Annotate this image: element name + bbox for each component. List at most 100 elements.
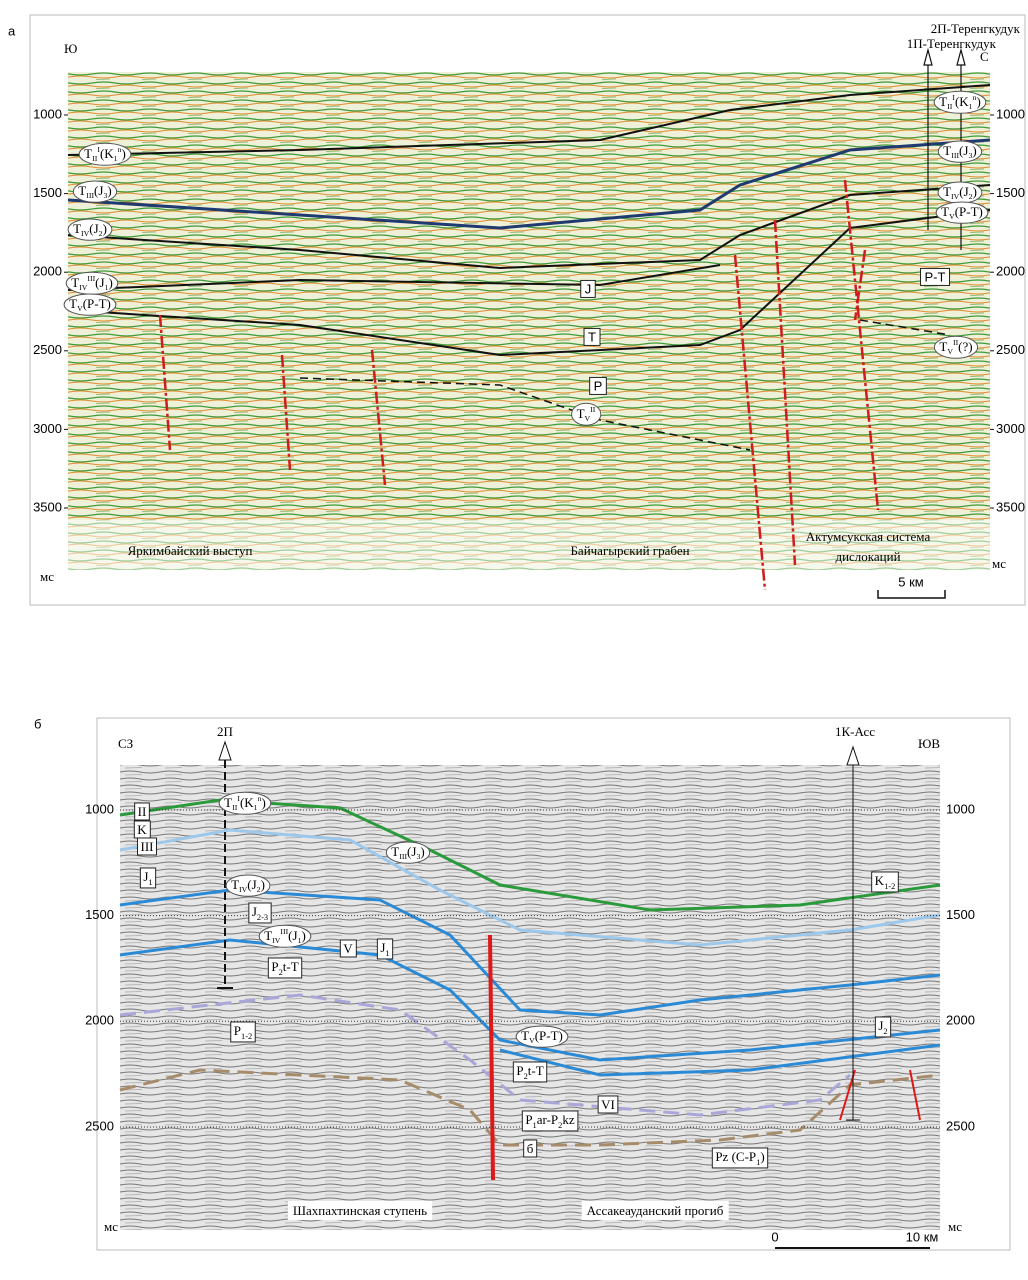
scale-label: 0 xyxy=(771,1229,778,1244)
label-text: V xyxy=(343,941,353,956)
label-part: 1-2 xyxy=(884,881,895,891)
label-part: III xyxy=(141,839,154,854)
depth-tick-label: 3500 xyxy=(33,499,62,514)
label-part: V xyxy=(529,1036,535,1045)
label-part: T xyxy=(78,183,86,198)
horizon-label: P2t-T xyxy=(512,1061,548,1083)
panel-letter: а xyxy=(8,23,16,38)
label-part: V xyxy=(947,347,953,356)
direction: Ю xyxy=(64,41,77,56)
label-frame xyxy=(225,874,271,897)
horizon-label: TIII(K1n) xyxy=(78,142,132,166)
label-text: J2-3 xyxy=(252,904,268,922)
region-label: Актумсукская система xyxy=(806,529,931,544)
label-part: (P-T) xyxy=(955,204,983,219)
label-text: J1 xyxy=(380,940,389,958)
label-text: P1-2 xyxy=(234,1023,252,1041)
label-part: (J xyxy=(247,877,256,892)
axis-unit: мс xyxy=(948,1219,962,1234)
label-text: K1-2 xyxy=(875,873,896,891)
label-part: T xyxy=(939,339,947,354)
region-label: дислокаций xyxy=(835,549,900,564)
label-part: (J xyxy=(959,143,968,158)
label-part: II xyxy=(232,803,238,812)
label-part: б xyxy=(527,1141,534,1156)
label-frame xyxy=(583,327,601,346)
label-text: TIV(J2) xyxy=(73,221,107,238)
label-part: III xyxy=(87,274,95,283)
label-part: T xyxy=(264,928,272,943)
label-frame xyxy=(512,1061,548,1083)
label-part: IV xyxy=(79,283,88,292)
label-part: 1 xyxy=(298,936,302,945)
horizon-label: TIII(J3) xyxy=(385,841,431,864)
horizon-label: J1 xyxy=(139,867,157,889)
label-text: TIV(J2) xyxy=(231,877,265,894)
label-part: II xyxy=(947,102,953,111)
horizon-label: TIV(J2) xyxy=(937,181,983,204)
horizon-label: TV(P-T) xyxy=(63,293,117,316)
horizon-label: TIV(J2) xyxy=(67,218,113,241)
label-frame xyxy=(933,90,987,114)
label-frame xyxy=(67,218,113,241)
label-text: б xyxy=(527,1141,534,1156)
label-frame xyxy=(137,837,157,856)
label-part: (J xyxy=(89,221,98,236)
axis-unit: мс xyxy=(40,569,54,584)
label-frame xyxy=(933,335,979,359)
label-frame xyxy=(376,938,394,960)
depth-tick-label: 1500 xyxy=(33,185,62,200)
depth-tick-label: 2000 xyxy=(85,1013,114,1028)
horizon-label: TIVIII(J1) xyxy=(258,924,312,948)
label-text: Pz (C-P1) xyxy=(715,1149,764,1167)
label-frame xyxy=(571,402,602,426)
horizon-label: TIII(K1n) xyxy=(218,791,272,815)
direction: СЗ xyxy=(118,736,133,751)
horizon-label: P1-2 xyxy=(230,1021,256,1043)
label-part: 2 xyxy=(257,885,261,894)
depth-tick-label: 1000 xyxy=(85,801,114,816)
label-part: 1 xyxy=(969,102,973,111)
label-part: T xyxy=(224,795,232,810)
label-part: Pz (C-P xyxy=(715,1149,756,1164)
label-part: (K xyxy=(955,94,969,109)
label-part: 2 xyxy=(279,967,283,977)
depth-tick-label: 3500 xyxy=(996,499,1025,514)
well-name: 2П xyxy=(217,724,233,739)
label-part: K xyxy=(875,873,885,888)
label-part: (J xyxy=(407,844,416,859)
label-part: 3 xyxy=(103,191,107,200)
label-part: kz xyxy=(562,1112,575,1127)
horizon-label: TV(P-T) xyxy=(515,1025,569,1048)
horizon-label: TIII(K1n) xyxy=(933,90,987,114)
label-part: 3 xyxy=(416,852,420,861)
label-part: P xyxy=(271,959,278,974)
label-part: t-T xyxy=(283,959,299,974)
depth-tick-label: 2000 xyxy=(946,1013,975,1028)
horizon-label: V xyxy=(339,939,357,958)
label-part: (J xyxy=(288,928,297,943)
label-part: 3 xyxy=(968,151,972,160)
horizon-label: TIV(J2) xyxy=(225,874,271,897)
label-part: ) xyxy=(976,94,980,109)
label-part: n xyxy=(258,794,262,803)
label-frame xyxy=(920,267,951,286)
label-part: I xyxy=(97,145,100,154)
label-text: P2t-T xyxy=(516,1063,543,1081)
label-part: II xyxy=(92,154,98,163)
label-frame xyxy=(385,841,431,864)
horizon-label: Pz (C-P1) xyxy=(711,1147,769,1169)
label-text: TIII(J3) xyxy=(943,143,976,160)
direction: ЮВ xyxy=(918,736,940,751)
region-label: Шахпахтинская ступень xyxy=(293,1203,427,1218)
axis-unit: мс xyxy=(992,556,1006,571)
well-name: 1К-Асс xyxy=(835,724,875,739)
label-part: 2 xyxy=(558,1120,562,1130)
label-text: TIII(J3) xyxy=(391,844,424,861)
label-frame xyxy=(937,140,983,163)
label-part: ) xyxy=(107,183,111,198)
label-frame xyxy=(935,201,989,224)
unit-label: T xyxy=(588,329,596,344)
label-text: TIII(J3) xyxy=(78,183,111,200)
seismic-section xyxy=(68,72,990,570)
